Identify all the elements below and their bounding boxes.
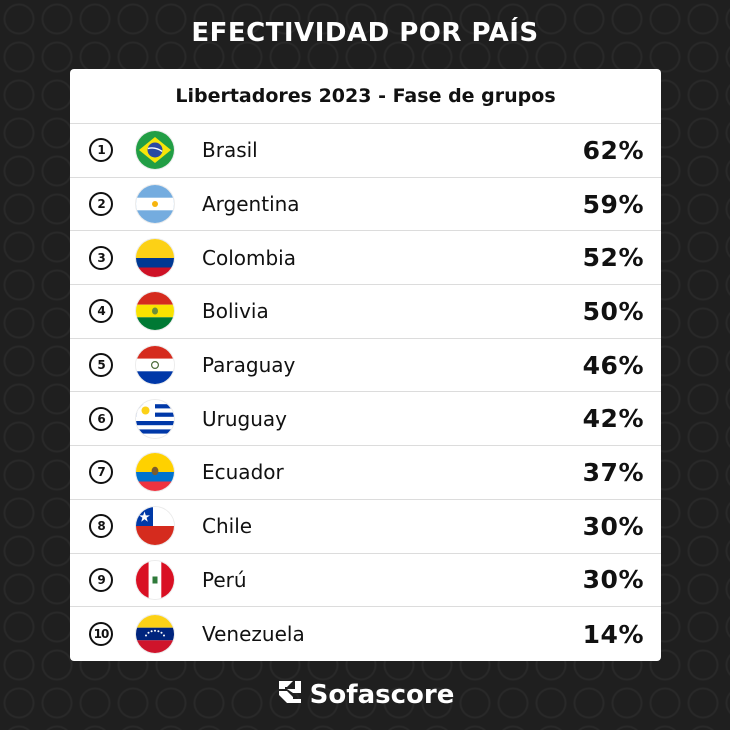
effectiveness-value: 30% xyxy=(582,511,644,541)
table-row: 6 Uruguay 42% xyxy=(70,392,661,447)
country-name: Venezuela xyxy=(202,622,305,647)
effectiveness-value: 62% xyxy=(582,135,644,165)
peru-flag-icon xyxy=(136,560,174,599)
table-header: Libertadores 2023 - Fase de grupos xyxy=(70,69,661,124)
rank-badge: 8 xyxy=(89,514,113,539)
ranking-table: Libertadores 2023 - Fase de grupos 1 Bra… xyxy=(70,69,661,661)
effectiveness-value: 59% xyxy=(582,189,644,219)
country-name: Chile xyxy=(202,514,253,539)
rank-badge: 5 xyxy=(89,353,113,378)
colombia-flag-icon xyxy=(136,238,174,277)
rank-badge: 6 xyxy=(89,406,113,431)
effectiveness-value: 30% xyxy=(582,565,644,595)
effectiveness-value: 52% xyxy=(582,243,644,273)
uruguay-flag-icon xyxy=(136,399,174,438)
effectiveness-value: 50% xyxy=(582,296,644,326)
table-row: 1 Brasil 62% xyxy=(70,124,661,178)
effectiveness-value: 37% xyxy=(582,457,644,487)
country-name: Paraguay xyxy=(202,353,296,378)
table-row: 10 Venezuela 14% xyxy=(70,607,661,661)
page-title: EFECTIVIDAD POR PAÍS xyxy=(191,18,539,48)
argentina-flag-icon xyxy=(136,185,174,224)
country-name: Colombia xyxy=(202,245,296,270)
rank-badge: 2 xyxy=(89,192,113,217)
ecuador-flag-icon xyxy=(136,453,174,492)
country-name: Perú xyxy=(202,567,247,592)
effectiveness-value: 46% xyxy=(582,350,644,380)
table-row: 4 Bolivia 50% xyxy=(70,285,661,339)
table-row: 3 Colombia 52% xyxy=(70,231,661,286)
venezuela-flag-icon xyxy=(136,615,174,654)
paraguay-flag-icon xyxy=(136,346,174,385)
sofascore-logo-icon xyxy=(276,678,304,711)
rank-badge: 1 xyxy=(89,138,113,163)
brazil-flag-icon xyxy=(136,131,174,170)
country-name: Brasil xyxy=(202,138,258,163)
table-row: 7 Ecuador 37% xyxy=(70,446,661,500)
rank-badge: 9 xyxy=(89,567,113,592)
brand-name: Sofascore xyxy=(309,679,455,710)
table-row: 2 Argentina 59% xyxy=(70,178,661,232)
rank-badge: 3 xyxy=(89,245,113,270)
chile-flag-icon xyxy=(136,507,174,546)
table-row: 8 Chile 30% xyxy=(70,500,661,554)
country-name: Argentina xyxy=(202,192,300,217)
country-name: Uruguay xyxy=(202,406,287,431)
country-name: Bolivia xyxy=(202,299,269,324)
table-row: 9 Perú 30% xyxy=(70,554,661,608)
effectiveness-value: 42% xyxy=(582,404,644,434)
country-name: Ecuador xyxy=(202,460,284,485)
brand-footer: Sofascore xyxy=(0,678,730,711)
effectiveness-value: 14% xyxy=(582,619,644,649)
table-row: 5 Paraguay 46% xyxy=(70,339,661,393)
rank-badge: 4 xyxy=(89,299,113,324)
rank-badge: 10 xyxy=(89,622,113,647)
bolivia-flag-icon xyxy=(136,292,174,331)
rank-badge: 7 xyxy=(89,460,113,485)
